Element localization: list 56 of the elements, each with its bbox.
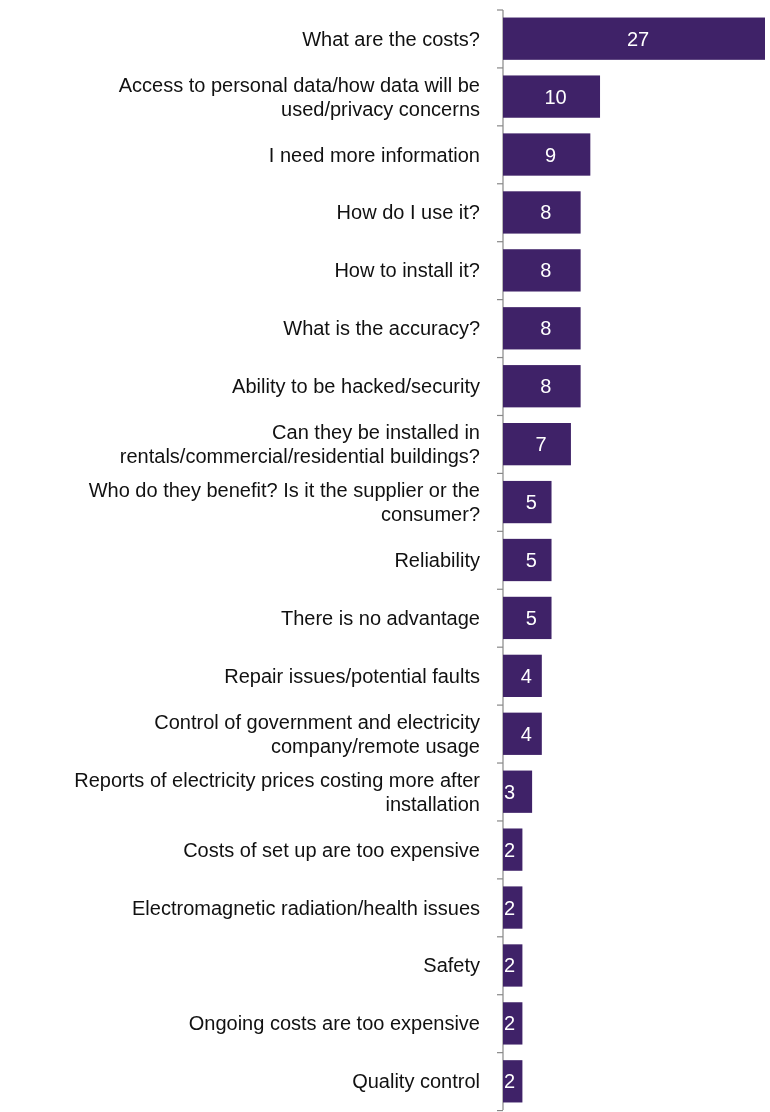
y-tick-label: Reliability <box>394 549 480 571</box>
y-tick-label: Electromagnetic radiation/health issues <box>132 896 480 919</box>
bar <box>503 538 552 582</box>
data-label: 2 <box>504 1012 516 1035</box>
bar <box>503 770 533 813</box>
bar <box>503 944 523 987</box>
y-tick-label: Ongoing costs are too expensive <box>188 1012 480 1035</box>
bar <box>503 365 581 408</box>
data-label: 4 <box>520 664 532 687</box>
bar <box>503 75 601 118</box>
y-tick-label: Safety <box>423 954 480 977</box>
data-label: 5 <box>525 549 537 571</box>
y-tick-label: How do I use it? <box>336 201 480 224</box>
y-tick-label: Quality control <box>352 1070 480 1093</box>
bar <box>503 423 571 466</box>
bar <box>503 191 581 234</box>
data-label: 8 <box>540 317 552 340</box>
data-label: 27 <box>626 27 650 50</box>
bar <box>503 712 542 755</box>
bar <box>503 654 542 697</box>
y-tick-label: How to install it? <box>334 259 480 282</box>
bar <box>503 886 523 929</box>
data-label: 4 <box>520 722 532 745</box>
data-label: 10 <box>544 85 567 108</box>
data-label: 8 <box>540 201 552 224</box>
data-label: 9 <box>545 143 557 166</box>
y-tick-label: What is the accuracy? <box>283 317 480 340</box>
data-label: 2 <box>504 838 516 861</box>
data-label: 2 <box>504 1070 516 1093</box>
bar <box>503 828 523 871</box>
y-tick-label: Can they be installed in rentals/commercial/residential buildings? <box>119 421 480 468</box>
y-tick-label: Control of government and electricity company/remote usage <box>154 710 480 757</box>
bar <box>503 133 591 176</box>
bar <box>503 249 581 292</box>
bar <box>503 17 765 60</box>
bar <box>503 1002 523 1045</box>
y-tick-label: There is no advantage <box>280 606 480 629</box>
y-tick-label: Access to personal data/how data will be used/privacy concerns <box>118 73 480 120</box>
y-tick-label: Who do they benefit? Is it the supplier or the consumer? <box>88 479 480 526</box>
data-label: 5 <box>525 606 537 629</box>
y-tick-label: I need more information <box>268 143 480 166</box>
data-label: 8 <box>540 259 552 282</box>
y-tick-label: Costs of set up are too expensive <box>183 838 480 861</box>
data-label: 3 <box>504 780 516 803</box>
data-label: 8 <box>540 375 552 398</box>
data-label: 7 <box>535 433 547 456</box>
bar <box>503 307 581 350</box>
bar <box>503 480 552 524</box>
data-label: 2 <box>504 896 516 919</box>
y-tick-label: Ability to be hacked/security <box>232 375 480 398</box>
y-tick-label: What are the costs? <box>302 27 480 50</box>
data-label: 5 <box>525 491 537 514</box>
data-label: 2 <box>504 954 516 977</box>
y-tick-label: Repair issues/potential faults <box>224 664 480 687</box>
y-tick-label: Reports of electricity prices costing more after installation <box>74 768 481 815</box>
bar <box>503 596 552 640</box>
